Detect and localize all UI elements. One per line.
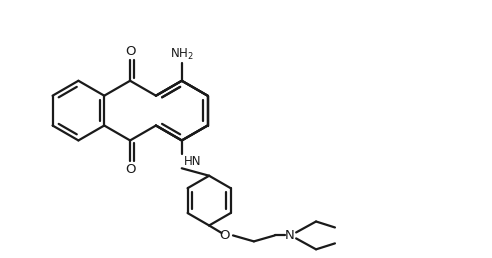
Text: NH$_2$: NH$_2$	[170, 47, 194, 62]
Text: N: N	[285, 229, 295, 242]
Text: O: O	[125, 45, 135, 58]
Text: O: O	[125, 163, 135, 176]
Text: HN: HN	[184, 155, 202, 168]
Text: O: O	[219, 229, 229, 242]
